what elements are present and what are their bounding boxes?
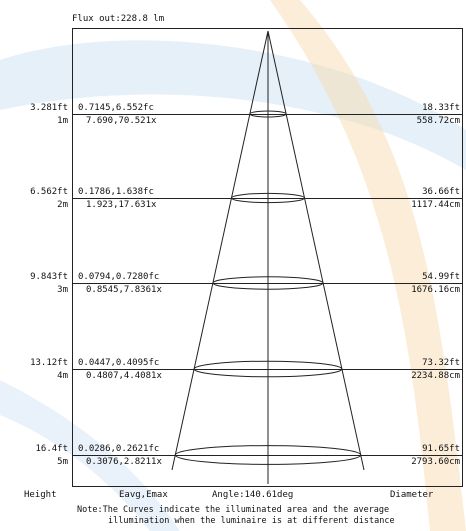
level-eavg-lx: 0.8545,7.8361x [86,285,162,295]
footer-diameter-label: Diameter [390,490,434,500]
level-height-m: 5m [57,457,68,467]
level-eavg-fc: 0.1786,1.638fc [78,187,154,197]
illumination-ellipse [193,360,343,378]
level-diameter-cm: 1117.44cm [411,200,460,210]
level-diameter-cm: 558.72cm [416,116,460,126]
level-diameter-ft: 54.99ft [422,272,460,282]
illumination-ellipse [230,192,306,204]
level-lines-and-ellipses [72,110,462,465]
footer-note-line-1: Note:The Curves indicate the illuminated… [77,505,390,515]
level-eavg-fc: 0.0286,0.2621fc [78,444,160,454]
level-height-ft: 13.12ft [30,358,68,368]
level-diameter-ft: 73.32ft [422,358,460,368]
level-diameter-ft: 18.33ft [422,103,460,113]
footer-note-line-2: illumination when the luminaire is at di… [108,516,395,526]
flux-label: Flux out:228.8 lm [72,14,165,24]
level-height-ft: 6.562ft [30,187,68,197]
level-diameter-ft: 91.65ft [422,444,460,454]
level-eavg-fc: 0.0794,0.7280fc [78,272,160,282]
level-eavg-fc: 0.7145,6.552fc [78,103,154,113]
level-height-m: 1m [57,116,68,126]
level-diameter-cm: 2793.60cm [411,457,460,467]
level-height-m: 3m [57,285,68,295]
illumination-ellipse [174,445,362,465]
level-eavg-lx: 0.3076,2.8211x [86,457,162,467]
level-height-ft: 9.843ft [30,272,68,282]
level-eavg-lx: 1.923,17.631x [86,200,157,210]
level-eavg-lx: 7.690,70.521x [86,116,157,126]
footer-height-label: Height [24,490,57,500]
beam-right-edge [267,30,365,471]
level-height-m: 2m [57,200,68,210]
level-eavg-fc: 0.0447,0.4095fc [78,358,160,368]
diagram-frame [72,28,463,487]
illumination-ellipse [212,276,324,290]
level-eavg-lx: 0.4807,4.4081x [86,371,162,381]
level-diameter-cm: 1676.16cm [411,285,460,295]
level-diameter-ft: 36.66ft [422,187,460,197]
beam-left-edge [171,30,269,471]
watermark-blue-swoosh [0,40,466,170]
level-height-ft: 16.4ft [35,444,68,454]
level-height-ft: 3.281ft [30,103,68,113]
illumination-ellipse [249,110,287,118]
footer-eavg-label: Eavg,Emax [119,490,168,500]
watermark-orange-swoosh [270,0,466,531]
level-height-m: 4m [57,371,68,381]
footer-angle-label: Angle:140.61deg [212,490,294,500]
level-diameter-cm: 2234.88cm [411,371,460,381]
